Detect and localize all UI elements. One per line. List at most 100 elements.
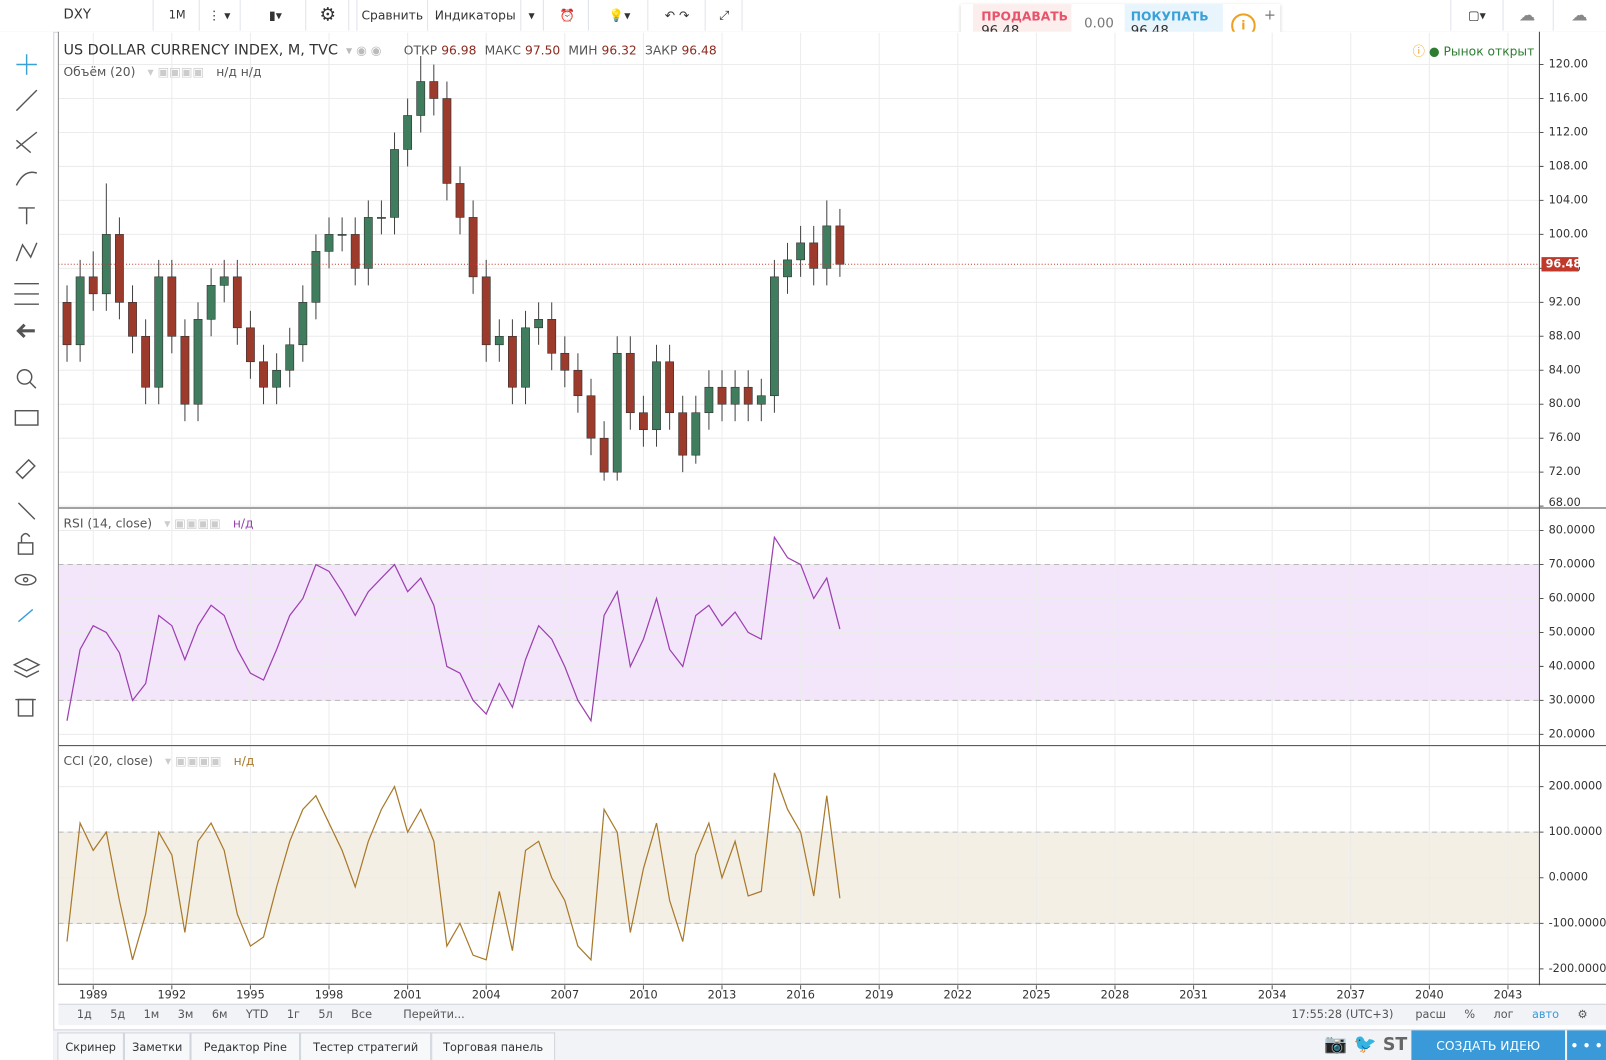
scale-option[interactable]: расш (1415, 1007, 1446, 1022)
layers-tool[interactable] (12, 657, 41, 678)
goto-button[interactable]: Перейти... (403, 1007, 465, 1022)
tab[interactable]: Тестер стратегий (300, 1032, 432, 1060)
lock-tool[interactable] (17, 532, 34, 555)
chart-title: US DOLLAR CURRENCY INDEX, M, TVC (63, 41, 338, 59)
layout-button[interactable]: ▢▾ (1450, 0, 1504, 31)
ohlc-label: ЗАКР (644, 43, 678, 58)
stocktwits[interactable]: ST (1382, 1034, 1408, 1055)
y-tick-label: 0.0000 (1549, 871, 1588, 884)
range-button[interactable]: 1д (76, 1007, 92, 1022)
candle-body (796, 242, 806, 261)
create-idea-button[interactable]: СОЗДАТЬ ИДЕЮ (1411, 1030, 1566, 1060)
clock: 17:55:28 (UTC+3) (1291, 1007, 1394, 1022)
x-tick-label: 2004 (472, 989, 501, 1002)
settings-button[interactable]: ⚙ (307, 0, 350, 31)
sync-tool[interactable] (17, 608, 34, 623)
y-tick-label: 40.0000 (1549, 659, 1596, 672)
candle-body (678, 412, 688, 456)
candle-body (730, 386, 740, 405)
y-tick-label: 200.0000 (1549, 780, 1603, 793)
tab[interactable]: Редактор Pine (190, 1032, 301, 1060)
share-icons[interactable]: 📷 🐦 ST (1324, 1033, 1408, 1055)
settings-icon[interactable]: ⚙ (1577, 1007, 1588, 1022)
lock-drawing-tool[interactable] (17, 502, 36, 520)
volume-values: н/д н/д (216, 64, 262, 79)
crosshair-tool[interactable] (16, 54, 37, 75)
scale-option[interactable]: авто (1531, 1007, 1560, 1022)
range-button[interactable]: 6м (211, 1007, 228, 1022)
indicator-line (66, 535, 841, 723)
pattern-tool[interactable] (15, 242, 38, 262)
indicators-menu[interactable]: ▾ (520, 0, 544, 31)
delete-tool[interactable] (15, 698, 36, 717)
indicators-button[interactable]: Индикаторы (430, 0, 522, 31)
rsi-value: н/д (232, 516, 254, 531)
candle-body (219, 276, 229, 286)
visibility-tool[interactable] (14, 573, 37, 586)
status-text: Рынок открыт (1443, 44, 1535, 59)
candle-body (625, 352, 635, 414)
candle-body (494, 335, 504, 346)
trendline-tool[interactable] (15, 89, 38, 112)
pitchfork-tool[interactable] (15, 131, 38, 154)
ideas-button[interactable]: 💡▾ (592, 0, 649, 31)
y-tick-label: 30.0000 (1549, 693, 1596, 706)
y-tick-label: 68.00 (1549, 496, 1581, 509)
more-button[interactable]: • • • (1567, 1030, 1606, 1060)
last-price-label: 96.48 (1546, 257, 1582, 270)
range-button[interactable]: 1м (143, 1007, 160, 1022)
candle-body (101, 234, 111, 295)
text-tool[interactable] (18, 207, 35, 225)
buy-label: ПОКУПАТЬ (1130, 9, 1209, 24)
symbol-input[interactable]: DXY (0, 0, 154, 31)
volume-title: Объём (20) (63, 64, 136, 79)
range-button[interactable]: YTD (245, 1007, 269, 1022)
candle-body (639, 412, 648, 431)
chart-style-button[interactable]: ▮▾ (246, 0, 307, 31)
legend-controls[interactable]: ▾ ▣▣▣▣ (164, 516, 221, 531)
y-tick-label: 70.0000 (1549, 558, 1596, 571)
x-tick-label: 1995 (236, 989, 265, 1002)
back-tool[interactable] (16, 323, 35, 339)
compare-button[interactable]: Сравнить (356, 0, 429, 31)
range-button[interactable]: 5д (110, 1007, 126, 1022)
menu-button[interactable]: ⋮ ▾ (199, 0, 241, 31)
legend-controls[interactable]: ▾ ▣▣▣▣ (147, 64, 205, 79)
prediction-tool[interactable] (14, 282, 39, 305)
candle-body (246, 327, 255, 363)
interval-button[interactable]: 1M (156, 0, 200, 31)
tab[interactable]: Заметки (123, 1032, 191, 1060)
range-button[interactable]: Все (351, 1007, 373, 1022)
load-button[interactable]: ☁ (1502, 0, 1554, 31)
range-button[interactable]: 1г (286, 1007, 300, 1022)
brush-tool[interactable] (15, 171, 38, 186)
x-tick-label: 1989 (79, 989, 108, 1002)
x-tick-label: 1998 (315, 989, 344, 1002)
undo-redo[interactable]: ↶ ↷ (649, 0, 706, 31)
magnet-tool[interactable] (15, 458, 36, 480)
tab[interactable]: Торговая панель (431, 1032, 556, 1060)
candle-body (769, 276, 779, 397)
tab[interactable]: Скринер (57, 1032, 124, 1060)
y-tick-label: 76.00 (1549, 431, 1581, 444)
scale-option[interactable]: лог (1493, 1007, 1514, 1022)
fullscreen-button[interactable]: ⤢ (707, 0, 743, 31)
candle-body (350, 234, 360, 269)
scale-option[interactable]: % (1464, 1007, 1476, 1022)
candle-body (573, 369, 583, 397)
ohlc-label: МИН (568, 43, 598, 58)
candle-body (285, 344, 295, 371)
range-button[interactable]: 3м (177, 1007, 194, 1022)
legend-controls[interactable]: ▾ ◉ ◉ (346, 43, 382, 58)
range-button[interactable]: 5л (318, 1007, 333, 1022)
candle-body (429, 81, 439, 99)
candle-body (311, 251, 321, 303)
cci-value: н/д (233, 753, 255, 769)
candle-body (599, 437, 609, 473)
ohlc-label: ОТКР (403, 43, 438, 58)
zoom-tool[interactable] (16, 369, 37, 389)
alert-button[interactable]: ⏰ (547, 0, 589, 31)
candle-body (324, 234, 334, 252)
measure-tool[interactable] (14, 409, 39, 426)
legend-controls[interactable]: ▾ ▣▣▣▣ (165, 753, 222, 769)
